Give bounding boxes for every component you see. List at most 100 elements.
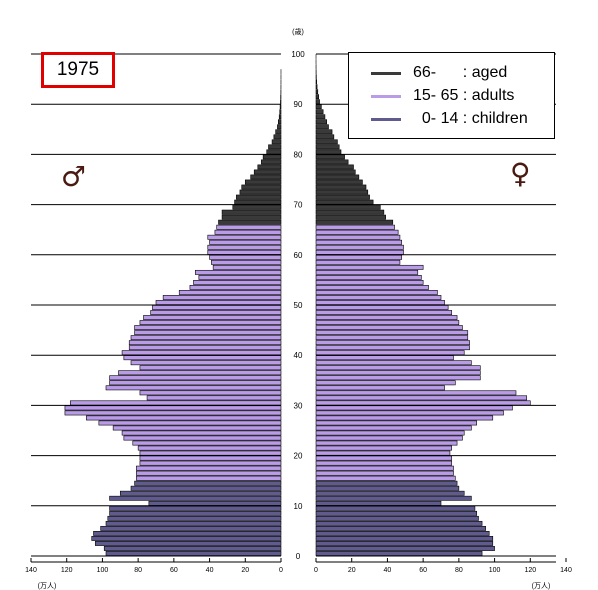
bar-male-age-45 [134,325,282,331]
bar-female-age-94 [315,79,318,85]
bar-female-age-24 [315,430,465,436]
male-value-tick-label: 140 [25,567,37,574]
bar-male-age-30 [69,400,282,406]
bar-female-age-74 [315,179,363,185]
male-value-tick-label: 40 [206,567,214,574]
bar-male-age-0 [105,551,282,556]
bar-female-age-4 [315,531,490,536]
bar-female-age-48 [315,310,453,315]
bar-female-age-16 [315,470,454,476]
bar-male-age-75 [250,174,282,180]
bar-male-age-47 [143,315,282,320]
female-value-tick-label: 140 [560,567,572,574]
bar-female-age-79 [315,154,345,160]
female-value-tick-label: 80 [455,567,463,574]
bar-male-age-83 [273,134,282,140]
bar-male-age-35 [109,375,282,381]
bar-female-age-68 [315,209,385,215]
bar-male-age-67 [221,214,282,220]
bar-male-age-40 [121,350,282,356]
bar-female-age-26 [315,420,478,426]
female-symbol-icon: ♀ [510,157,531,190]
bar-female-age-53 [315,285,429,290]
bar-female-age-14 [315,480,458,486]
bar-male-age-55 [198,274,282,280]
legend-label-children: 0- 14 : children [413,110,528,127]
legend-swatch-aged [371,72,401,75]
female-value-axis-unit: (万人) [532,582,551,590]
bar-female-age-43 [315,335,469,341]
bar-male-age-13 [130,485,282,491]
bar-male-age-22 [132,440,282,446]
bar-male-age-81 [268,144,282,150]
year-label: 1975 [56,59,100,80]
bar-male-age-50 [155,300,282,305]
bar-female-age-61 [315,244,404,250]
legend-item-adults: 15- 65 : adults [349,86,554,106]
bar-female-age-55 [315,274,422,280]
bar-female-age-69 [315,204,381,210]
bar-female-age-35 [315,375,481,381]
bar-female-age-56 [315,269,419,275]
bar-female-age-47 [315,315,458,320]
bar-male-age-66 [218,219,282,225]
bar-male-age-33 [105,385,282,391]
bar-female-age-6 [315,520,483,526]
bar-male-age-85 [277,124,282,130]
bar-male-age-71 [236,194,282,200]
age-tick-label: 50 [294,301,303,310]
bar-male-age-19 [139,455,282,461]
bar-female-age-29 [315,405,513,411]
legend: 66- : aged 15- 65 : adults 0- 14 : child… [348,52,555,139]
bar-female-age-67 [315,214,386,220]
bar-female-age-25 [315,425,472,431]
bar-male-age-53 [189,285,282,290]
bar-female-age-28 [315,410,504,416]
bar-male-age-73 [241,184,282,190]
bar-female-age-86 [315,119,328,125]
bar-female-age-1 [315,546,495,551]
bar-male-age-68 [221,209,282,215]
bar-female-age-65 [315,224,395,230]
bar-female-age-81 [315,144,340,150]
bar-male-age-18 [139,460,282,466]
bar-female-age-46 [315,320,460,325]
bar-male-age-88 [279,109,282,115]
bar-female-age-18 [315,460,453,466]
bar-male-age-36 [118,370,282,376]
bar-male-age-9 [109,505,282,511]
bar-female-age-75 [315,174,360,180]
bar-female-age-17 [315,465,454,471]
age-tick-label: 0 [296,552,301,561]
bar-female-age-90 [315,99,320,105]
bar-female-age-7 [315,515,479,521]
bar-male-age-56 [194,269,282,275]
bar-male-age-87 [278,114,282,120]
bar-female-age-32 [315,390,517,396]
bar-female-age-60 [315,249,404,255]
bar-female-age-5 [315,525,486,531]
bar-female-age-57 [315,264,424,270]
male-value-tick-label: 20 [241,567,249,574]
bar-male-age-60 [207,249,282,255]
bar-male-age-34 [109,380,282,386]
bar-male-age-64 [214,229,282,235]
bar-male-age-3 [91,536,282,541]
bar-female-age-44 [315,330,469,336]
bar-female-age-54 [315,280,424,285]
bar-male-age-42 [128,340,282,346]
bar-female-age-42 [315,340,470,346]
bar-male-age-7 [107,515,282,521]
age-axis-unit-label: (歳) [292,27,304,36]
bar-female-age-83 [315,134,335,140]
left-gridlines [31,53,281,557]
male-value-tick-label: 80 [134,567,142,574]
male-bars [64,69,282,556]
bar-female-age-27 [315,415,494,421]
bar-male-age-76 [253,169,282,175]
bar-male-age-6 [105,520,282,526]
bar-male-age-82 [271,139,282,145]
bar-female-age-12 [315,490,465,496]
female-value-tick-label: 20 [348,567,356,574]
bar-male-age-41 [128,345,282,351]
